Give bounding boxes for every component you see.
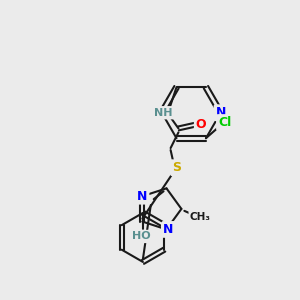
- Text: O: O: [196, 118, 206, 131]
- Text: N: N: [163, 223, 174, 236]
- Text: NH: NH: [154, 108, 173, 118]
- Text: N: N: [215, 106, 226, 119]
- Text: HO: HO: [132, 231, 150, 242]
- Text: N: N: [137, 190, 148, 203]
- Text: S: S: [172, 161, 181, 174]
- Text: CH₃: CH₃: [190, 212, 211, 222]
- Text: Cl: Cl: [218, 116, 231, 129]
- Text: H: H: [162, 224, 170, 234]
